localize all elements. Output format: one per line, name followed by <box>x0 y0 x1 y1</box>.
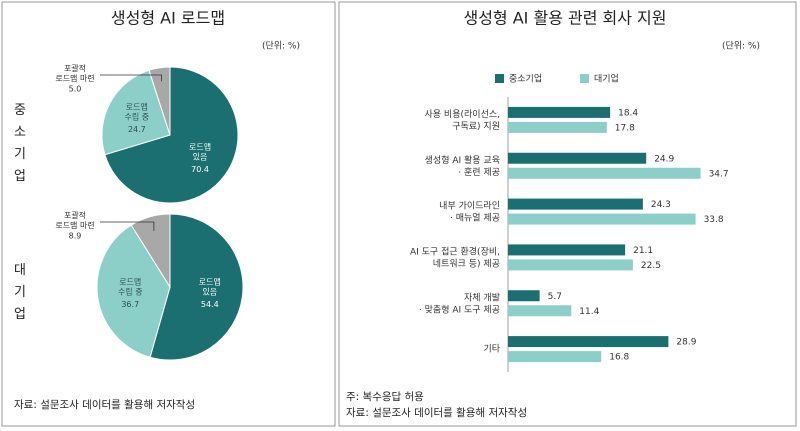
category-label: 사용 비용(라이선스, 구독료) 지원 <box>425 108 500 131</box>
pie-slice <box>149 213 244 361</box>
slice-value: 8.9 <box>69 232 82 241</box>
bar-value: 21.1 <box>633 246 653 256</box>
pie-slice <box>148 66 171 136</box>
slice-value: 24.7 <box>128 125 146 134</box>
bar-value: 17.8 <box>615 123 635 133</box>
pie-title: 생성형 AI 로드맵 <box>111 9 225 28</box>
bar-title: 생성형 AI 활용 관련 회사 지원 <box>463 9 666 28</box>
note: 주: 복수응답 허용 <box>346 391 424 403</box>
bar <box>508 259 633 271</box>
slice-label: 로드맵 수립 중 <box>125 101 150 121</box>
bar-value: 5.7 <box>548 292 562 302</box>
category-label: 기타 <box>483 344 500 355</box>
bar-value: 24.3 <box>651 200 671 210</box>
slice-label: 포괄적 로드맵 마련 <box>55 63 94 83</box>
bar <box>508 244 626 256</box>
legend-label: 대기업 <box>594 74 619 85</box>
category-label: 내부 가이드라인 · 매뉴얼 제공 <box>439 200 500 223</box>
bar-value: 11.4 <box>579 307 599 317</box>
left-frame <box>1 1 336 427</box>
category-label: 자체 개발 · 맞춤형 AI 도구 제공 <box>419 292 500 315</box>
bar <box>508 290 540 302</box>
right-frame <box>338 1 797 427</box>
pie-slice <box>104 66 239 204</box>
leader-line <box>100 74 162 82</box>
legend-label: 중소기업 <box>509 74 542 85</box>
slice-value: 36.7 <box>121 300 139 309</box>
bar <box>508 336 669 348</box>
slice-label: 포괄적 로드맵 마련 <box>55 210 94 230</box>
bar-value: 33.8 <box>704 215 724 225</box>
bar-unit: (단위: %) <box>722 41 760 52</box>
source: 자료: 설문조사 데이터를 활용해 저자작성 <box>14 398 195 411</box>
pie-slice <box>101 69 171 156</box>
bar <box>508 167 701 179</box>
leader-line <box>100 221 155 231</box>
slice-label: 로드맵 있음 <box>199 276 221 296</box>
bar <box>508 106 611 118</box>
bar <box>508 121 607 133</box>
bar-value: 28.9 <box>676 338 696 348</box>
slice-label: 로드맵 수립 중 <box>118 276 143 296</box>
bar <box>508 152 647 164</box>
bar <box>508 198 643 210</box>
bar-value: 24.9 <box>654 154 674 164</box>
slice-value: 5.0 <box>69 85 82 94</box>
bar <box>508 213 696 225</box>
bar-value: 34.7 <box>709 169 729 179</box>
bar <box>508 305 572 317</box>
source: 자료: 설문조사 데이터를 활용해 저자작성 <box>346 406 527 419</box>
legend-swatch <box>495 74 504 83</box>
pie-unit: (단위: %) <box>262 41 300 52</box>
slice-label: 로드맵 있음 <box>189 141 211 161</box>
slice-value: 70.4 <box>191 165 209 174</box>
legend-swatch <box>580 74 589 83</box>
bar <box>508 351 602 363</box>
pie-slice <box>130 213 171 289</box>
bar-value: 16.8 <box>609 353 629 363</box>
category-label: 생성형 AI 활용 교육 · 훈련 제공 <box>425 153 500 177</box>
bar-value: 18.4 <box>618 108 638 118</box>
category-label: AI 도구 접근 환경(장비, 네트워크 등) 제공 <box>410 245 500 269</box>
bar-value: 22.5 <box>641 261 661 271</box>
slice-value: 54.4 <box>201 300 219 309</box>
